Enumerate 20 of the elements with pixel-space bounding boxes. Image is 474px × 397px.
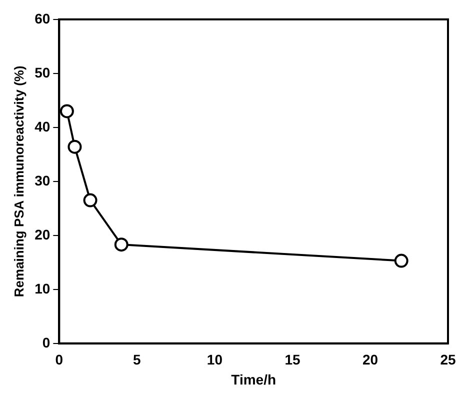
x-tick-label: 0 — [55, 352, 64, 368]
point — [114, 238, 128, 252]
y-tick-label: 10 — [34, 280, 50, 296]
y-tick-label: 60 — [34, 10, 50, 26]
point — [60, 104, 74, 118]
point — [68, 140, 82, 154]
x-tick-label: 5 — [133, 352, 142, 368]
y-tick-label: 40 — [34, 118, 50, 134]
x-tick-label: 25 — [440, 352, 456, 368]
y-tick-label: 50 — [34, 64, 50, 80]
y-axis-title: Remaining PSA immunoreactivity (%) — [11, 66, 26, 298]
x-axis-title: Time/h — [231, 371, 276, 388]
x-tick-label: 15 — [284, 352, 300, 368]
point — [83, 193, 98, 208]
y-tick-label: 0 — [42, 334, 50, 350]
x-tick-label: 20 — [362, 352, 378, 368]
y-tick-label: 30 — [34, 172, 50, 188]
point — [394, 254, 408, 268]
x-tick-label: 10 — [206, 352, 223, 368]
y-tick-label: 20 — [34, 226, 50, 242]
